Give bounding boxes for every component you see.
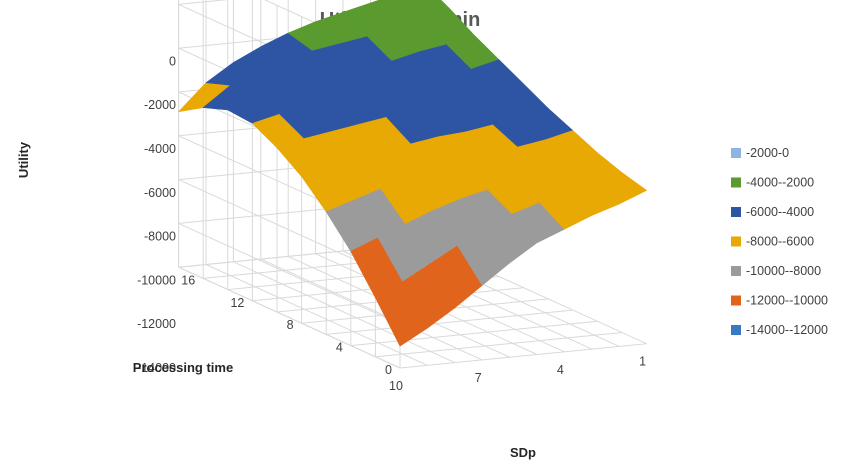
surface-patch bbox=[594, 172, 647, 205]
legend-swatch bbox=[731, 177, 741, 188]
legend-swatch bbox=[731, 148, 741, 158]
floor-gridline bbox=[233, 261, 456, 364]
chart-legend: -2000-0 -4000--2000 -6000--4000 -8000--6000… bbox=[731, 146, 828, 337]
legend-swatch bbox=[731, 295, 741, 306]
floor-gridline bbox=[260, 258, 483, 361]
z-tick-label: -2000 bbox=[144, 98, 176, 112]
processing-time-tick-label: 12 bbox=[230, 296, 244, 310]
legend-label: -2000-0 bbox=[746, 146, 789, 160]
floor-gridline bbox=[178, 266, 401, 369]
processing-time-tick-label: 8 bbox=[287, 318, 294, 332]
floor-gridline bbox=[326, 309, 573, 335]
floor-gridline bbox=[205, 264, 428, 366]
y-axis-title: SDp bbox=[510, 445, 536, 460]
x-axis-title: Processing time bbox=[133, 360, 233, 375]
z-tick-label: -6000 bbox=[144, 186, 176, 200]
processing-time-tick-label: 16 bbox=[181, 273, 195, 287]
processing-time-tick-label: 4 bbox=[336, 341, 343, 355]
legend-label: -8000--6000 bbox=[746, 235, 814, 249]
back-left-gridline bbox=[178, 222, 401, 325]
sdp-tick-label: 10 bbox=[389, 379, 403, 393]
surface-plot bbox=[178, 0, 647, 347]
legend-swatch bbox=[731, 325, 741, 335]
legend-label: -14000--12000 bbox=[746, 323, 828, 337]
floor-gridline bbox=[350, 320, 598, 347]
sdp-tick-label: 4 bbox=[557, 363, 564, 377]
legend-swatch bbox=[731, 266, 741, 276]
z-tick-label: 0 bbox=[169, 54, 176, 68]
z-tick-label: -14000 bbox=[137, 361, 176, 375]
legend-label: -12000--10000 bbox=[746, 294, 828, 308]
back-right-gridline bbox=[178, 0, 229, 5]
legend-label: -6000--4000 bbox=[746, 205, 814, 219]
floor-gridline bbox=[399, 343, 647, 369]
legend-label: -10000--8000 bbox=[746, 264, 821, 278]
z-tick-label: -8000 bbox=[144, 230, 176, 244]
legend-swatch bbox=[731, 207, 741, 217]
legend-swatch bbox=[731, 236, 741, 247]
processing-time-tick-label: 0 bbox=[385, 363, 392, 377]
z-tick-label: -12000 bbox=[137, 317, 176, 331]
legend-label: -4000--2000 bbox=[746, 176, 814, 190]
sdp-tick-label: 7 bbox=[475, 371, 482, 385]
z-tick-label: -4000 bbox=[144, 142, 176, 156]
sdp-tick-label: 1 bbox=[639, 355, 646, 369]
chart-axes: 0 -2000 -4000 -6000 -8000 -10000 -12000 -14000 0… bbox=[137, 54, 646, 393]
z-tick-label: -10000 bbox=[137, 273, 176, 287]
floor-gridline bbox=[375, 332, 623, 358]
z-axis-title: Utility bbox=[16, 141, 31, 178]
